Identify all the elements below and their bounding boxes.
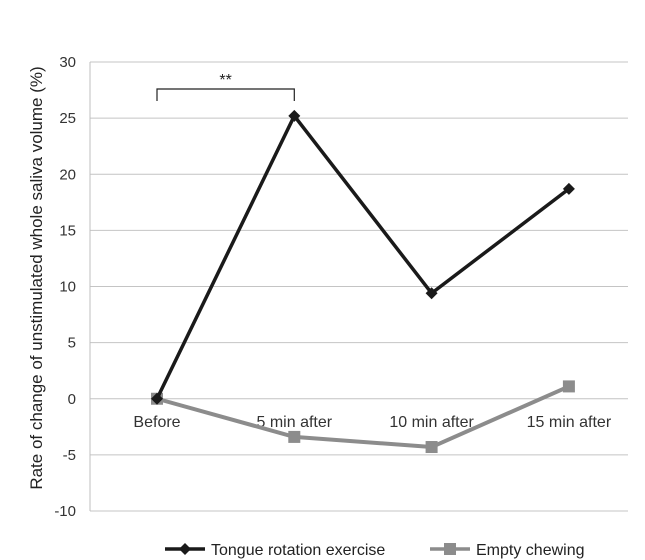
- series-0: [151, 109, 575, 405]
- data-point: [425, 441, 438, 454]
- legend-marker: [179, 543, 191, 555]
- y-tick-labels: 30 25 20 15 10 5 0 -5 -10: [54, 54, 76, 520]
- x-category-labels: Before 5 min after 10 min after 15 min afte…: [133, 414, 611, 431]
- series-lines: [151, 109, 575, 454]
- data-point: [425, 287, 438, 300]
- y-tick-label: 0: [68, 391, 76, 408]
- legend: Tongue rotation exercise Empty chewing: [165, 542, 585, 559]
- legend-item: Empty chewing: [430, 542, 585, 559]
- y-tick-label: 5: [68, 335, 76, 352]
- data-point: [151, 392, 163, 405]
- significance-stars: **: [219, 72, 231, 89]
- y-tick-label: 25: [59, 110, 76, 127]
- x-category-label: 15 min after: [527, 414, 612, 431]
- data-point: [562, 380, 575, 393]
- x-category-label: 5 min after: [257, 414, 333, 431]
- legend-item: Tongue rotation exercise: [165, 542, 385, 559]
- x-category-label: Before: [133, 414, 180, 431]
- y-axis-label: Rate of change of unstimulated whole sal…: [27, 66, 46, 489]
- legend-label: Tongue rotation exercise: [211, 542, 385, 559]
- legend-marker: [444, 543, 456, 555]
- data-point: [288, 430, 301, 443]
- grid-lines: [90, 61, 628, 512]
- y-tick-label: -5: [63, 447, 76, 464]
- y-tick-label: 20: [59, 166, 76, 183]
- legend-label: Empty chewing: [476, 542, 585, 559]
- series-line: [155, 114, 570, 400]
- x-category-label: 10 min after: [389, 414, 474, 431]
- significance-annotation: **: [156, 72, 295, 101]
- y-tick-label: 15: [59, 222, 76, 239]
- data-point: [288, 109, 301, 122]
- y-tick-label: 30: [59, 54, 76, 71]
- data-point: [562, 182, 575, 195]
- y-tick-label: 10: [59, 279, 76, 296]
- series-line: [156, 384, 570, 450]
- series-1: [151, 380, 575, 454]
- y-tick-label: -10: [54, 503, 76, 520]
- significance-bracket: [156, 88, 295, 101]
